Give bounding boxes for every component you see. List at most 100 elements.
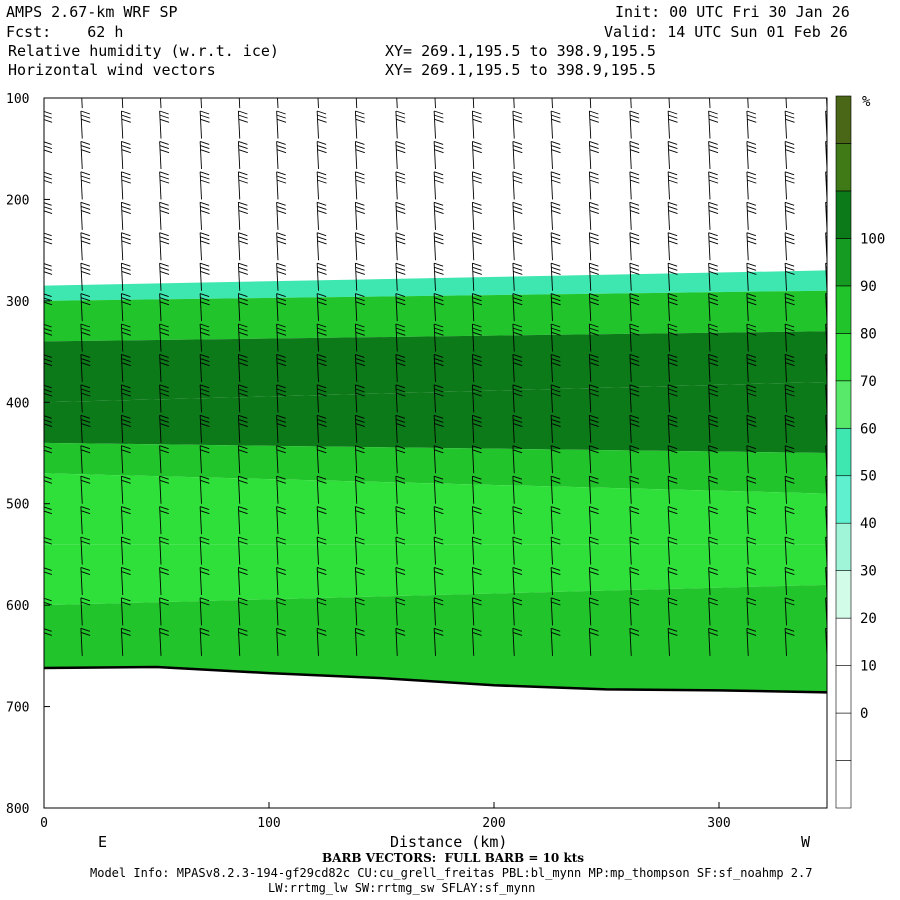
barb-flag [513, 240, 523, 245]
barb-flag [746, 353, 757, 358]
barb-flag [589, 506, 599, 510]
barb-flag [551, 240, 561, 245]
barb-flag [433, 110, 444, 115]
barb-flag [317, 327, 327, 332]
wind-barb [588, 140, 599, 170]
barb-flag [434, 327, 444, 332]
barb-flag [668, 331, 678, 336]
barb-flag [121, 392, 131, 397]
barb-flag [589, 179, 599, 184]
wind-barb [316, 293, 327, 322]
wind-barb [588, 597, 599, 626]
barb-flag [238, 301, 248, 306]
barb-flag [433, 140, 444, 145]
barb-flag [747, 210, 757, 214]
wind-barb [512, 262, 523, 291]
barb-flag [708, 171, 718, 176]
wind-barb [120, 262, 131, 291]
barb-flag [708, 449, 718, 454]
barb-flag [395, 236, 406, 241]
barb-flag [785, 297, 795, 302]
barb-flag [708, 627, 718, 632]
barb-flag [589, 81, 598, 84]
wind-barb [80, 414, 91, 443]
barb-flag [434, 358, 444, 362]
barb-flag [238, 414, 248, 419]
barb-flag [434, 392, 444, 397]
barb-flag [472, 201, 482, 206]
barb-flag [159, 566, 169, 571]
wind-barb [316, 201, 327, 230]
wind-barb [512, 232, 523, 261]
barb-flag [472, 149, 482, 154]
barb-flag [551, 179, 561, 184]
barb-flag [709, 89, 718, 92]
wind-barb [354, 323, 365, 352]
barb-flag [317, 571, 327, 575]
wind-barb [433, 445, 444, 474]
barb-flag [317, 601, 327, 606]
barb-flag [629, 205, 640, 210]
barb-flag [551, 270, 561, 275]
wind-barb [237, 597, 248, 626]
barb-flag [395, 601, 406, 606]
wind-barb [434, 81, 443, 109]
colorbar-swatch [835, 665, 852, 714]
barb-flag [121, 353, 131, 358]
barb-flag [317, 210, 327, 214]
barb-flag [121, 597, 131, 602]
wind-barb [316, 323, 327, 352]
barb-flag [355, 566, 365, 571]
barb-flag [629, 445, 640, 450]
barb-flag [316, 597, 327, 602]
wind-barb [395, 475, 406, 504]
barb-flag [668, 118, 678, 123]
barb-flag [276, 114, 286, 119]
wind-barb [120, 140, 131, 170]
barb-flag [747, 81, 756, 84]
barb-flag [708, 540, 718, 545]
barb-flag [434, 240, 444, 245]
barb-flag [746, 388, 757, 393]
barb-flag [589, 201, 599, 206]
barb-flag [551, 631, 561, 636]
barb-flag [276, 566, 286, 571]
barb-flag [81, 423, 91, 427]
wind-barb [237, 384, 248, 413]
barb-flag [433, 414, 444, 419]
wind-barb [746, 110, 757, 139]
barb-flag [199, 566, 210, 571]
barb-flag [472, 118, 482, 123]
barb-flag [513, 89, 522, 92]
barb-flag [80, 232, 91, 237]
wind-barb [354, 353, 365, 383]
wind-barb [708, 597, 718, 626]
barb-flag [238, 566, 248, 571]
wind-barb [433, 232, 444, 261]
barb-flag [396, 85, 405, 88]
barb-flag [668, 149, 678, 154]
wind-barb [784, 384, 795, 413]
barb-flag [238, 536, 248, 541]
wind-barb [80, 201, 91, 230]
wind-barb [433, 323, 444, 352]
barb-flag [434, 81, 443, 84]
barb-flag [238, 236, 248, 241]
barb-flag [433, 201, 444, 206]
barb-flag [629, 571, 640, 575]
barb-flag [201, 89, 210, 92]
barb-flag [746, 475, 757, 480]
wind-barb [588, 323, 599, 352]
y-tick-label: 600 [6, 599, 29, 614]
barb-flag [200, 85, 209, 88]
barb-flag [121, 118, 131, 123]
wind-barb [80, 262, 91, 291]
barb-flag [238, 145, 248, 149]
barb-flag [276, 479, 286, 484]
barb-flag [747, 85, 756, 88]
wind-barb [120, 536, 131, 565]
barb-flag [395, 262, 406, 267]
barb-flag [80, 414, 91, 419]
barb-flag [121, 297, 131, 302]
barb-flag [80, 236, 91, 241]
